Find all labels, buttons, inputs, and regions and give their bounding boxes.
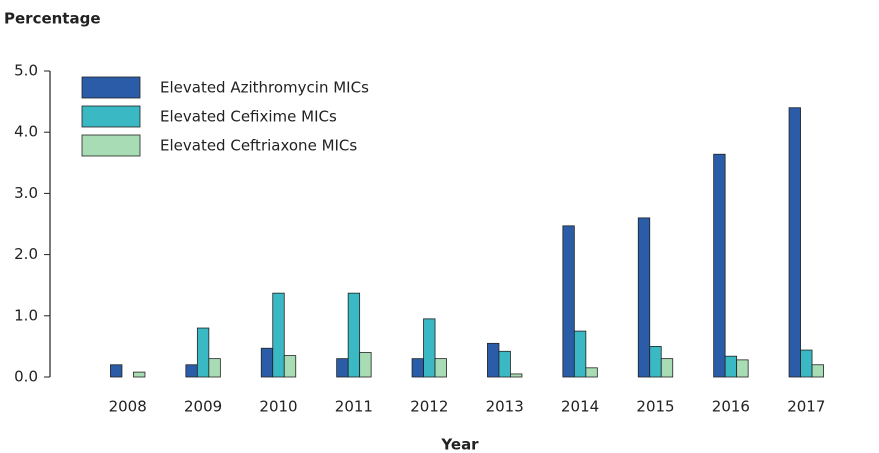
- legend-swatch: [81, 105, 141, 128]
- bar: [336, 358, 349, 378]
- x-tick-label: 2017: [787, 398, 825, 416]
- bar: [660, 358, 674, 378]
- bar: [498, 350, 511, 378]
- bar: [788, 107, 801, 378]
- bar: [133, 371, 146, 378]
- bar: [736, 359, 749, 378]
- bar: [800, 349, 813, 378]
- x-tick-label: 2008: [109, 398, 147, 416]
- x-tick-label: 2011: [335, 398, 373, 416]
- bar: [110, 364, 123, 378]
- bar: [562, 225, 575, 378]
- y-tick-label: 5.0: [14, 62, 38, 80]
- legend-label: Elevated Azithromycin MICs: [160, 79, 369, 97]
- x-tick-label: 2012: [410, 398, 448, 416]
- bar: [185, 364, 198, 378]
- x-tick-label: 2009: [184, 398, 222, 416]
- legend-swatch: [81, 134, 141, 157]
- bar: [196, 327, 210, 378]
- x-tick-label: 2016: [712, 398, 750, 416]
- bar: [510, 373, 523, 378]
- legend-swatch: [81, 76, 141, 99]
- bar: [411, 358, 424, 378]
- bar: [359, 352, 372, 378]
- bar: [637, 217, 651, 378]
- bar: [649, 345, 662, 378]
- bar: [283, 355, 297, 378]
- bar: [487, 342, 500, 378]
- bar: [208, 358, 221, 378]
- bar: [573, 330, 587, 378]
- y-axis-title: Percentage: [4, 10, 101, 28]
- y-tick-label: 0.0: [14, 368, 38, 386]
- bar: [585, 367, 598, 378]
- y-tick-label: 2.0: [14, 245, 38, 263]
- y-tick-label: 3.0: [14, 184, 38, 202]
- bar: [272, 292, 285, 378]
- x-tick-label: 2013: [486, 398, 524, 416]
- bar: [260, 347, 274, 378]
- x-axis-title: Year: [440, 436, 479, 453]
- bar: [713, 153, 726, 378]
- x-tick-label: 2015: [636, 398, 674, 416]
- bar: [724, 355, 738, 378]
- bar: [434, 358, 447, 378]
- x-tick-label: 2010: [259, 398, 297, 416]
- legend-label: Elevated Cefixime MICs: [160, 108, 337, 126]
- bar: [423, 318, 436, 378]
- bar: [347, 292, 361, 378]
- bar: [811, 364, 824, 378]
- legend-label: Elevated Ceftriaxone MICs: [160, 137, 357, 155]
- x-tick-label: 2014: [561, 398, 599, 416]
- y-tick-label: 1.0: [14, 306, 38, 324]
- y-tick-label: 4.0: [14, 123, 38, 141]
